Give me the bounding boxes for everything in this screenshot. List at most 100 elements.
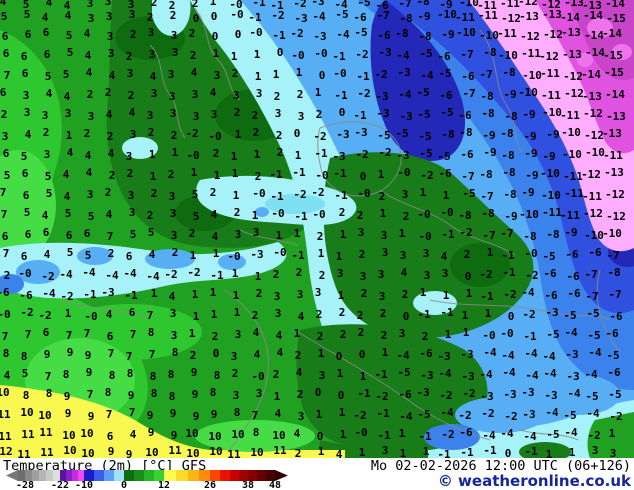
- temperature-value: -14: [560, 11, 580, 24]
- temperature-value: 9: [192, 388, 199, 401]
- temperature-value: 1: [190, 249, 197, 262]
- temperature-value: 10: [231, 428, 244, 441]
- temperature-value: 2: [277, 146, 284, 159]
- temperature-value: 6: [23, 189, 30, 202]
- temperature-value: -5: [354, 26, 367, 39]
- temperature-value: -2: [290, 27, 303, 40]
- temperature-value: -5: [606, 349, 619, 362]
- temperature-value: 0: [235, 28, 242, 41]
- temperature-value: 3: [275, 307, 282, 320]
- temperature-value: -3: [399, 110, 412, 123]
- temperature-value: 8: [168, 368, 175, 381]
- temperature-value: -4: [482, 429, 496, 442]
- temperature-value: -7: [608, 288, 621, 301]
- temperature-value: 7: [4, 69, 11, 82]
- temperature-value: -5: [585, 390, 598, 403]
- temperature-value: 4: [63, 168, 70, 181]
- temperature-value: -3: [311, 0, 324, 8]
- temperature-value: -3: [461, 370, 474, 383]
- scale-tick-label: -28: [15, 480, 35, 490]
- temperature-value: 10: [38, 409, 51, 422]
- temperature-value: 1: [296, 66, 303, 79]
- temperature-value: 2: [296, 266, 303, 279]
- temperature-value: 1: [233, 189, 240, 202]
- temperature-value: 1: [192, 288, 199, 301]
- temperature-value: 4: [64, 190, 71, 203]
- temperature-value: 3: [128, 189, 135, 202]
- temperature-value: -11: [560, 109, 580, 122]
- temperature-value: 2: [319, 269, 326, 282]
- temperature-value: 4: [108, 147, 115, 160]
- temperature-value: 1: [318, 247, 325, 260]
- temperature-value: 3: [88, 12, 95, 25]
- temperature-value: 0: [338, 389, 345, 402]
- temperature-value: 6: [3, 147, 10, 160]
- temperature-value: 6: [129, 306, 136, 319]
- temperature-value: -12: [563, 70, 583, 83]
- temperature-value: 9: [86, 366, 93, 379]
- temperature-value: 1: [443, 189, 450, 202]
- temperature-value: 4: [210, 86, 217, 99]
- temperature-value: 8: [105, 386, 112, 399]
- region-very-cold-deep-magenta: [568, 0, 634, 80]
- temperature-value: 3: [42, 109, 49, 122]
- temperature-value: -4: [336, 28, 350, 41]
- temperature-value: 2: [232, 367, 239, 380]
- temperature-value: 4: [254, 348, 261, 361]
- scale-segment: [25, 470, 32, 481]
- temperature-value: 0: [336, 350, 343, 363]
- temperature-value: 1: [255, 270, 262, 283]
- scale-segment: [154, 470, 164, 481]
- temperature-value: 2: [108, 247, 115, 260]
- temperature-value: -1: [441, 228, 455, 241]
- temperature-value: -6: [438, 167, 452, 180]
- temperature-value: -8: [501, 149, 514, 162]
- temperature-value: -10: [585, 146, 605, 159]
- temperature-value: 1: [569, 446, 576, 458]
- temperature-value: -4: [567, 387, 581, 400]
- temperature-value: -2: [481, 407, 494, 420]
- temperature-value: 4: [401, 266, 408, 279]
- temperature-value: 10: [63, 444, 76, 457]
- temperature-value: -7: [398, 0, 411, 10]
- temperature-value: -3: [521, 386, 534, 399]
- temperature-value: 1: [338, 289, 345, 302]
- temperature-value: -8: [523, 230, 536, 243]
- temperature-value: 7: [106, 408, 113, 421]
- temperature-value: -0: [271, 207, 284, 220]
- temperature-value: -13: [606, 110, 626, 123]
- scale-segment: [53, 470, 60, 481]
- temperature-value: 3: [315, 286, 322, 299]
- temperature-value: -4: [586, 407, 600, 420]
- temperature-value: 9: [65, 407, 72, 420]
- temperature-value: -3: [437, 350, 450, 363]
- temperature-value: -5: [395, 127, 408, 140]
- map-canvas: 4 5 4 4 3 3 3 2 2 2 1 -0 -1 -1 -2 -3 -4 -5 -6 -7 -8 -9 -10-11-…: [0, 0, 634, 458]
- temperature-value: -0: [315, 169, 328, 182]
- temperature-value: -4: [584, 368, 598, 381]
- temperature-value: -8: [416, 0, 429, 8]
- temperature-value: 5: [85, 249, 92, 262]
- region-blue-patch-south-3: [424, 424, 480, 450]
- temperature-value: 3: [105, 0, 112, 8]
- temperature-value: -8: [441, 128, 454, 141]
- temperature-value: 4: [130, 428, 137, 441]
- temperature-value: 2: [252, 309, 259, 322]
- temperature-value: 3: [171, 229, 178, 242]
- temperature-value: 1: [255, 70, 262, 83]
- temperature-value: 1: [276, 229, 283, 242]
- temperature-value: 1: [487, 246, 494, 259]
- temperature-value: 0: [213, 347, 220, 360]
- temperature-value: -3: [375, 90, 388, 103]
- temperature-value: -1: [376, 407, 390, 420]
- scale-segment: [188, 470, 199, 481]
- scale-segment: [66, 470, 72, 481]
- temperature-value: -2: [313, 130, 326, 143]
- temperature-value: 4: [441, 250, 448, 263]
- temperature-value: -12: [543, 28, 563, 41]
- temperature-value: 1: [231, 150, 238, 163]
- color-scale-ticks: -28 -22 -10 0 12 26 38 48: [4, 480, 304, 490]
- temperature-value: -4: [542, 350, 556, 363]
- temperature-value: 7: [0, 186, 6, 199]
- temperature-value: -6: [437, 50, 451, 63]
